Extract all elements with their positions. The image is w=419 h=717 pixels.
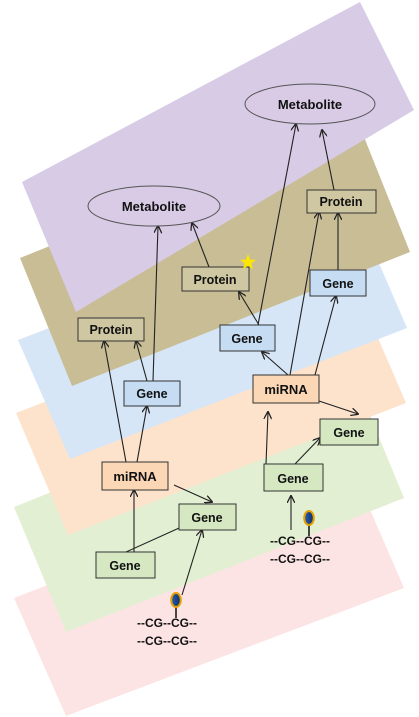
arrow: [294, 438, 320, 465]
metabolite-label: Metabolite: [278, 97, 342, 112]
gene-label: Gene: [231, 332, 262, 346]
dna-sequence: --CG--CG--: [270, 552, 330, 566]
arrow: [192, 223, 210, 268]
protein-node-left: Protein: [77, 317, 145, 342]
metabolite-label: Metabolite: [122, 199, 186, 214]
gene-label: Gene: [136, 387, 167, 401]
gene-label: Gene: [191, 511, 222, 525]
arrow: [314, 296, 336, 376]
arrow: [257, 124, 296, 326]
gene-node-green-left-mid: Gene: [178, 503, 237, 531]
methyl-pin-icon: [170, 592, 182, 618]
metabolite-node-left: Metabolite: [87, 185, 221, 227]
gene-label: Gene: [109, 559, 140, 573]
arrow: [289, 212, 319, 376]
gene-node-green-right-top: Gene: [319, 418, 379, 446]
mirna-node-right: miRNA: [252, 374, 320, 404]
arrow: [322, 130, 335, 191]
star-icon: [239, 254, 257, 270]
protein-node-mid: Protein: [181, 266, 250, 292]
arrow: [104, 341, 127, 463]
arrow: [173, 484, 212, 502]
arrow: [266, 412, 268, 465]
arrow: [181, 530, 202, 596]
protein-node-right: Protein: [306, 189, 377, 214]
layer-metabolite: [22, 2, 414, 312]
mirna-node-left: miRNA: [101, 461, 169, 491]
arrow: [125, 524, 188, 553]
dna-sequence: --CG--CG--: [270, 534, 330, 548]
mirna-label: miRNA: [264, 382, 308, 397]
gene-label: Gene: [322, 277, 353, 291]
arrow: [152, 226, 158, 382]
arrow: [239, 292, 260, 326]
gene-node-green-right-bottom: Gene: [263, 463, 324, 492]
gene-node-blue-mid: Gene: [219, 324, 276, 352]
arrow: [136, 406, 147, 463]
protein-label: Protein: [89, 323, 132, 337]
dna-sequence: --CG--CG--: [137, 616, 197, 630]
gene-node-blue-left: Gene: [123, 380, 181, 407]
mirna-label: miRNA: [113, 469, 157, 484]
arrows: [104, 124, 358, 596]
gene-label: Gene: [277, 472, 308, 486]
protein-label: Protein: [319, 195, 362, 209]
arrow: [136, 341, 148, 382]
arrow: [262, 352, 289, 376]
metabolite-node-right: Metabolite: [244, 83, 376, 125]
gene-node-green-left-bottom: Gene: [95, 551, 156, 579]
arrow: [315, 399, 358, 414]
dna-sequence: --CG--CG--: [137, 634, 197, 648]
gene-label: Gene: [333, 426, 364, 440]
protein-label: Protein: [193, 273, 236, 287]
methyl-pin-icon: [303, 510, 315, 536]
gene-node-blue-right: Gene: [309, 269, 367, 297]
